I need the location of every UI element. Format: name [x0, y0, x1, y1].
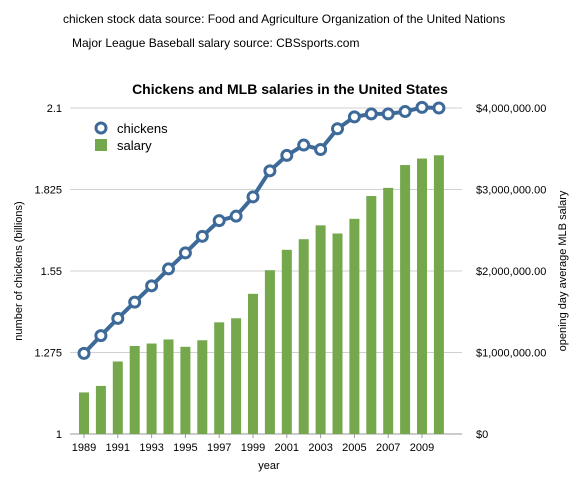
y-left-tick-label: 1: [56, 429, 62, 441]
chickens-point: [128, 295, 142, 309]
chickens-point: [111, 311, 125, 325]
salary-bar: [79, 392, 89, 434]
x-tick-label: 1997: [207, 442, 231, 454]
salary-bars: [79, 155, 444, 435]
x-tick-label: 2005: [342, 442, 366, 454]
salary-bar: [214, 322, 225, 434]
legend-salary-label: salary: [117, 138, 152, 153]
legend-salary-swatch: [95, 139, 107, 151]
chickens-point: [331, 122, 344, 136]
salary-bar: [315, 225, 326, 434]
chickens-point: [162, 262, 175, 276]
chickens-point: [145, 279, 159, 293]
chickens-point: [381, 107, 395, 121]
salary-bar: [400, 165, 411, 435]
y-right-tick-label: $2,000,000.00: [476, 266, 546, 278]
x-tick-label: 2009: [410, 442, 434, 454]
chart-title: Chickens and MLB salaries in the United …: [132, 81, 448, 97]
chickens-point: [229, 209, 243, 223]
y-axis-left-label: number of chickens (billions): [13, 201, 25, 340]
salary-bar: [433, 155, 444, 434]
y-left-tick-label: 1.55: [41, 266, 62, 278]
x-tick-label: 2003: [308, 442, 332, 454]
salary-bar: [298, 239, 309, 434]
y-right-tick-label: $0: [476, 429, 488, 441]
x-tick-label: 1989: [72, 442, 96, 454]
chickens-point: [263, 164, 277, 178]
chickens-point: [398, 105, 412, 119]
salary-bar: [383, 187, 394, 434]
chickens-point: [280, 148, 294, 162]
chickens-point: [415, 100, 429, 114]
chickens-point: [347, 110, 361, 124]
x-tick-label: 1999: [241, 442, 265, 454]
chickens-point: [94, 329, 108, 343]
y-right-tick-label: $4,000,000.00: [476, 103, 546, 115]
salary-bar: [180, 346, 191, 434]
legend-chickens-label: chickens: [117, 121, 168, 136]
salary-bar: [231, 318, 242, 434]
axes: 1 1.275 1.55 1.825 2.1 $0 $1,000,000.00 $2,000,…: [34, 103, 546, 454]
y-axis-right-label: opening day average MLB salary: [557, 190, 569, 351]
legend: chickens salary: [94, 121, 168, 153]
salary-bar: [197, 340, 208, 434]
salary-bar: [129, 345, 140, 434]
salary-bar: [163, 339, 174, 434]
salary-bar: [349, 218, 360, 434]
y-right-tick-label: $3,000,000.00: [476, 185, 546, 197]
x-axis-label: year: [258, 460, 280, 472]
x-tick-label: 2001: [275, 442, 299, 454]
salary-bar: [248, 293, 258, 434]
chickens-point: [297, 138, 311, 152]
x-tick-label: 1993: [139, 442, 163, 454]
salary-bar: [146, 343, 157, 434]
chickens-point: [178, 246, 192, 260]
salary-bar: [332, 233, 343, 434]
chickens-point: [77, 346, 91, 360]
chicken-source-note: chicken stock data source: Food and Agri…: [63, 12, 506, 26]
y-left-tick-label: 2.1: [47, 103, 62, 115]
chickens-line: [77, 100, 446, 360]
salary-bar: [95, 385, 106, 434]
chickens-point: [195, 229, 209, 243]
chickens-point: [212, 214, 226, 228]
y-left-tick-label: 1.825: [34, 185, 62, 197]
chickens-point: [432, 101, 446, 115]
legend-chickens-marker: [94, 121, 108, 135]
x-tick-label: 1991: [106, 442, 130, 454]
x-tick-label: 2007: [376, 442, 400, 454]
chickens-line-path: [82, 105, 439, 355]
y-left-tick-label: 1.275: [34, 348, 62, 360]
x-tick-label: 1995: [173, 442, 197, 454]
salary-bar: [112, 361, 123, 434]
salary-source-note: Major League Baseball salary source: CBS…: [72, 36, 360, 50]
chickens-point: [314, 142, 328, 156]
chickens-point: [364, 107, 378, 121]
salary-bar: [264, 270, 275, 434]
salary-bar: [417, 158, 427, 434]
chickens-point: [246, 190, 260, 204]
salary-bar: [366, 196, 377, 434]
y-right-tick-label: $1,000,000.00: [476, 348, 546, 360]
salary-bar: [281, 249, 292, 434]
